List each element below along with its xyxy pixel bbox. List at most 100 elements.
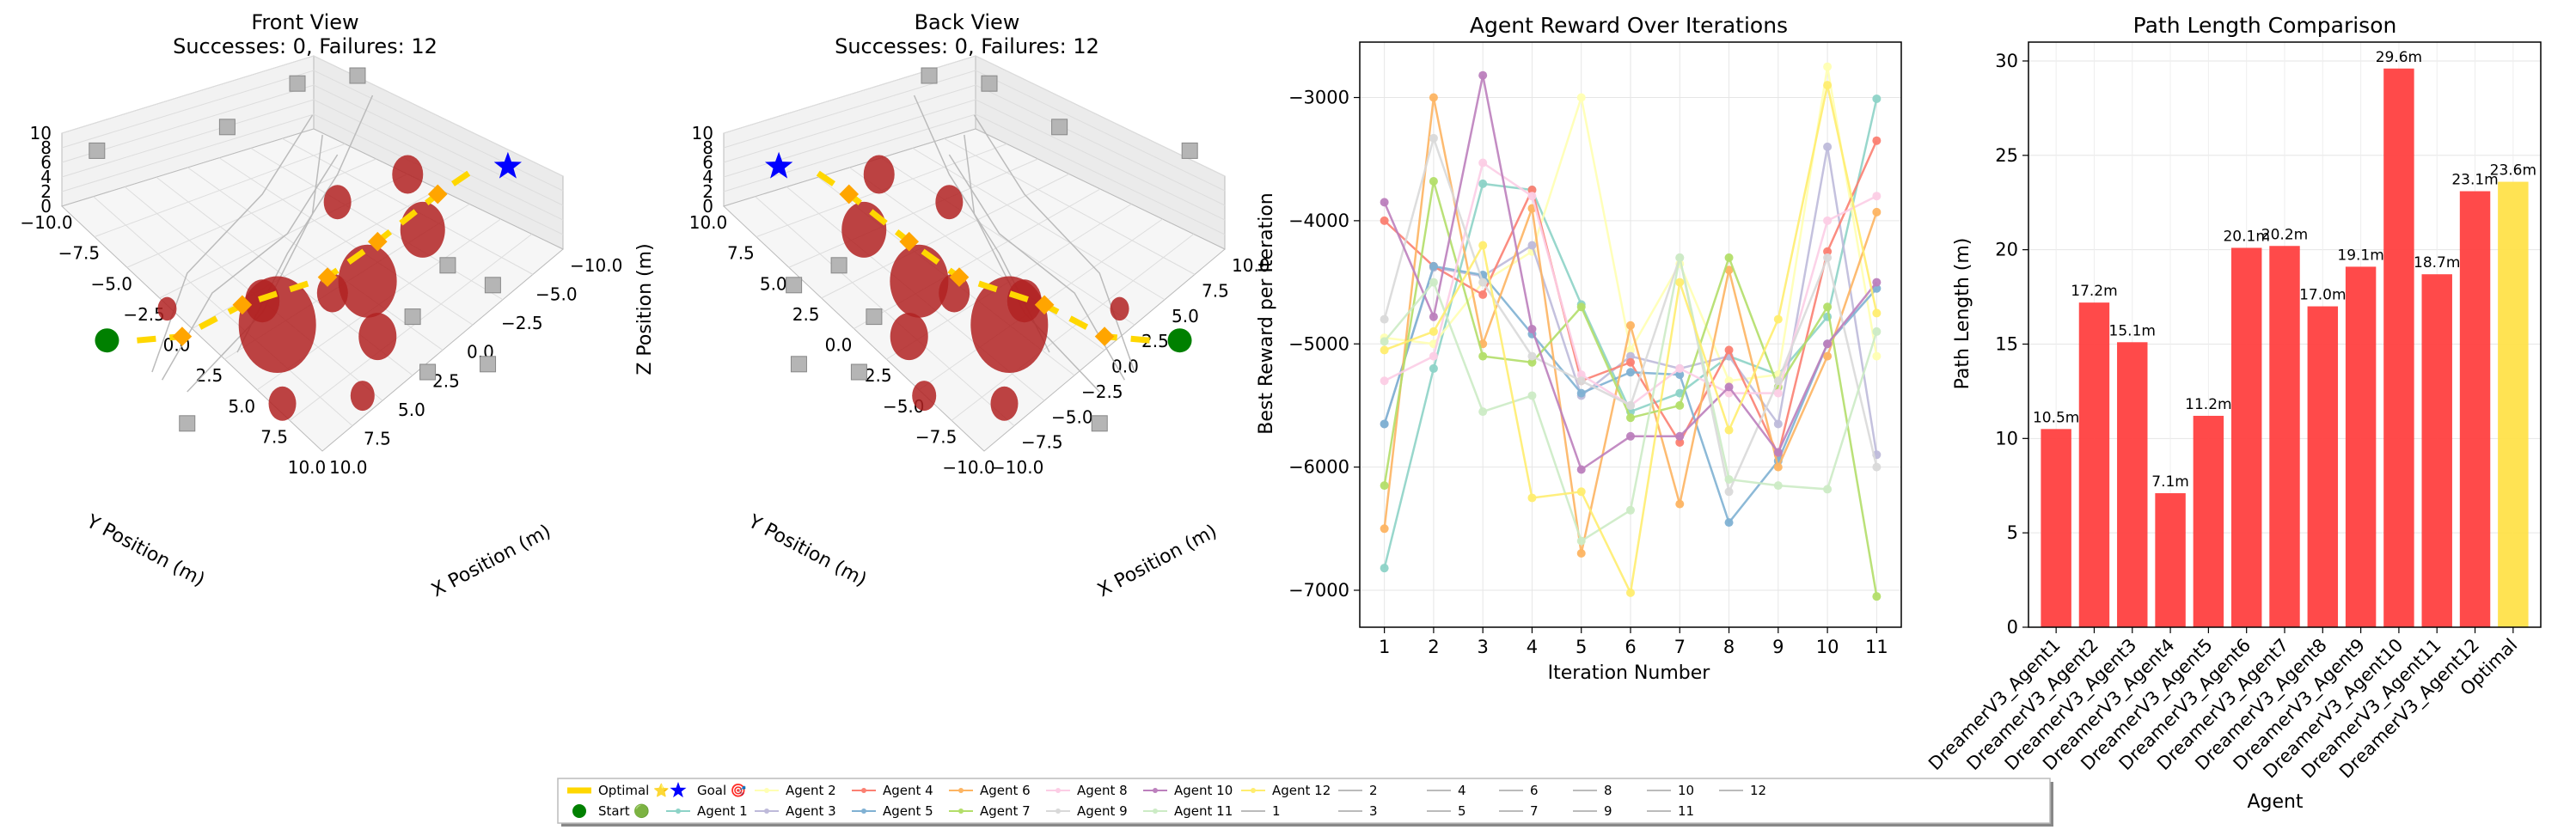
reward-series-point <box>1626 368 1635 377</box>
back-wall-grid <box>723 84 1226 206</box>
reward-chart-series <box>1380 62 1882 601</box>
reward-series-point <box>1626 431 1635 441</box>
reward-series-point <box>1527 391 1537 400</box>
back-z-tick-label: 8 <box>702 137 713 158</box>
front-z-tick-label: 0 <box>40 196 52 217</box>
front-x-tick-label: −10.0 <box>570 255 622 276</box>
reward-series-point <box>1576 465 1586 474</box>
reward-series-point <box>1675 437 1685 447</box>
front-wall-grid <box>61 55 564 177</box>
reward-series-point <box>1872 207 1882 217</box>
back-x-tick-label: 5.0 <box>1172 306 1199 326</box>
reward-series-point <box>1576 302 1586 312</box>
legend-label: Agent 10 <box>1174 783 1233 798</box>
bar-ytick-label: 15 <box>1995 333 2018 354</box>
back-view-title: Back View <box>915 10 1020 34</box>
legend-label: Agent 7 <box>980 803 1031 819</box>
reward-series-point <box>1626 413 1635 423</box>
legend-label: 7 <box>1530 803 1539 819</box>
front-start-marker <box>95 328 119 353</box>
reward-series-point <box>1626 351 1635 361</box>
bar-rect <box>2307 306 2339 627</box>
reward-series-point <box>1724 474 1734 484</box>
back-wall-grid <box>723 113 1226 235</box>
bar-rect <box>2383 68 2414 628</box>
reward-series-point <box>1626 400 1635 410</box>
legend-box <box>557 778 2051 824</box>
legend-label: Agent 4 <box>883 783 933 798</box>
back-view-zlabel: Z Position (m) <box>634 243 656 375</box>
front-wall-grid <box>61 84 564 206</box>
legend-label: Agent 5 <box>883 803 933 819</box>
reward-series-point <box>1380 419 1389 429</box>
bar-rect <box>2041 429 2071 627</box>
front-z-tick-label: 8 <box>40 137 52 158</box>
reward-series-point <box>1380 376 1389 386</box>
legend-swatch-dot <box>958 809 964 814</box>
reward-series-point <box>1527 493 1537 503</box>
bar-data-label: 17.2m <box>2071 283 2117 300</box>
legend-swatch-dot <box>1153 788 1158 793</box>
back-z-tick-label: 4 <box>702 167 713 187</box>
front-goal-marker <box>493 151 522 179</box>
bar-rect <box>2078 302 2110 627</box>
path-length-chart-ylabel: Path Length (m) <box>1952 238 1973 390</box>
front-floor-grid <box>187 167 444 351</box>
reward-series-point <box>1380 345 1389 355</box>
back-start-marker <box>1167 328 1192 353</box>
reward-ytick-label: −5000 <box>1288 333 1349 354</box>
bar-rect <box>2155 493 2186 627</box>
reward-series-point <box>1724 425 1734 435</box>
back-y-tick-label: 5.0 <box>760 273 787 294</box>
front-obstacle-sphere <box>323 185 352 220</box>
legend-label: Agent 9 <box>1077 803 1128 819</box>
back-waypoint-marker <box>790 356 807 373</box>
reward-series-point <box>1478 290 1488 299</box>
reward-series-point <box>1626 588 1635 597</box>
reward-xtick-label: 10 <box>1816 637 1839 657</box>
back-obstacle-sphere <box>890 244 949 318</box>
legend-label: Agent 8 <box>1077 783 1128 798</box>
bar-ytick-label: 5 <box>2007 522 2018 543</box>
reward-series-point <box>1478 158 1488 168</box>
front-waypoint-marker <box>419 363 437 381</box>
legend-label: Start 🟢 <box>598 803 650 819</box>
reward-ytick-label: −7000 <box>1288 580 1349 601</box>
back-waypoint-marker <box>1091 415 1108 432</box>
reward-xtick-label: 7 <box>1674 637 1686 657</box>
reward-xtick-label: 9 <box>1772 637 1784 657</box>
back-waypoint-marker <box>830 257 847 274</box>
front-y-tick-label: 5.0 <box>228 396 255 417</box>
back-waypoint-marker <box>850 363 867 381</box>
bar-rect <box>2459 191 2491 627</box>
reward-series-point <box>1675 431 1685 441</box>
reward-xtick-label: 4 <box>1527 637 1538 657</box>
front-view-title: Front View <box>251 10 358 34</box>
reward-series-point <box>1823 253 1833 262</box>
legend-swatch-dot <box>764 809 769 814</box>
back-wall-grid <box>723 55 1226 177</box>
reward-series-point <box>1429 133 1438 143</box>
reward-xtick-label: 2 <box>1428 637 1439 657</box>
legend-swatch-dot <box>1055 788 1061 793</box>
bar-data-label: 18.7m <box>2414 254 2460 272</box>
legend-label: 12 <box>1750 783 1766 798</box>
bar-data-label: 20.1m <box>2223 228 2269 245</box>
reward-chart-title: Agent Reward Over Iterations <box>1470 13 1788 38</box>
bar-data-label: 15.1m <box>2109 322 2156 339</box>
back-waypoint-marker <box>1181 142 1198 159</box>
front-path-waypoint <box>232 295 253 315</box>
reward-series-point <box>1823 62 1833 71</box>
back-waypoint-marker <box>981 75 998 92</box>
reward-series-point <box>1675 370 1685 380</box>
reward-series-point <box>1626 345 1635 355</box>
path-length-frame <box>2028 41 2542 628</box>
front-obstacle-sphere <box>338 244 397 318</box>
back-obstacle-sphere <box>935 185 964 220</box>
front-waypoint-marker <box>484 277 501 294</box>
reward-series-point <box>1380 481 1389 491</box>
back-x-tick-label: −7.5 <box>1021 432 1063 453</box>
bar-data-label: 19.1m <box>2337 247 2383 264</box>
reward-series-point <box>1478 407 1488 417</box>
